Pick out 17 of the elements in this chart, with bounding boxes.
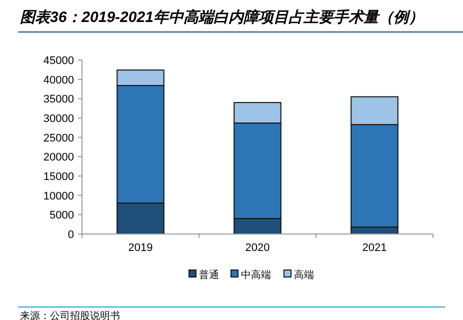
y-tick-label: 0 — [68, 229, 74, 241]
y-tick-label: 35000 — [43, 94, 74, 106]
x-tick-label: 2019 — [128, 242, 153, 254]
x-tick-label: 2020 — [245, 242, 270, 254]
y-tick-label: 30000 — [43, 113, 74, 125]
y-tick-label: 15000 — [43, 171, 74, 183]
legend-label: 中高端 — [241, 269, 271, 281]
y-tick-label: 45000 — [43, 55, 74, 67]
legend-label: 普通 — [199, 269, 219, 281]
y-tick-label: 25000 — [43, 132, 74, 144]
y-tick-label: 40000 — [43, 74, 74, 86]
y-tick-label: 5000 — [50, 210, 74, 222]
title: 图表36：2019-2021年中高端白内障项目占主要手术量（例） — [20, 9, 424, 26]
y-tick-label: 10000 — [43, 190, 74, 202]
y-tick-label: 20000 — [43, 152, 74, 164]
legend-label: 高端 — [294, 269, 314, 281]
x-tick-label: 2021 — [362, 242, 387, 254]
